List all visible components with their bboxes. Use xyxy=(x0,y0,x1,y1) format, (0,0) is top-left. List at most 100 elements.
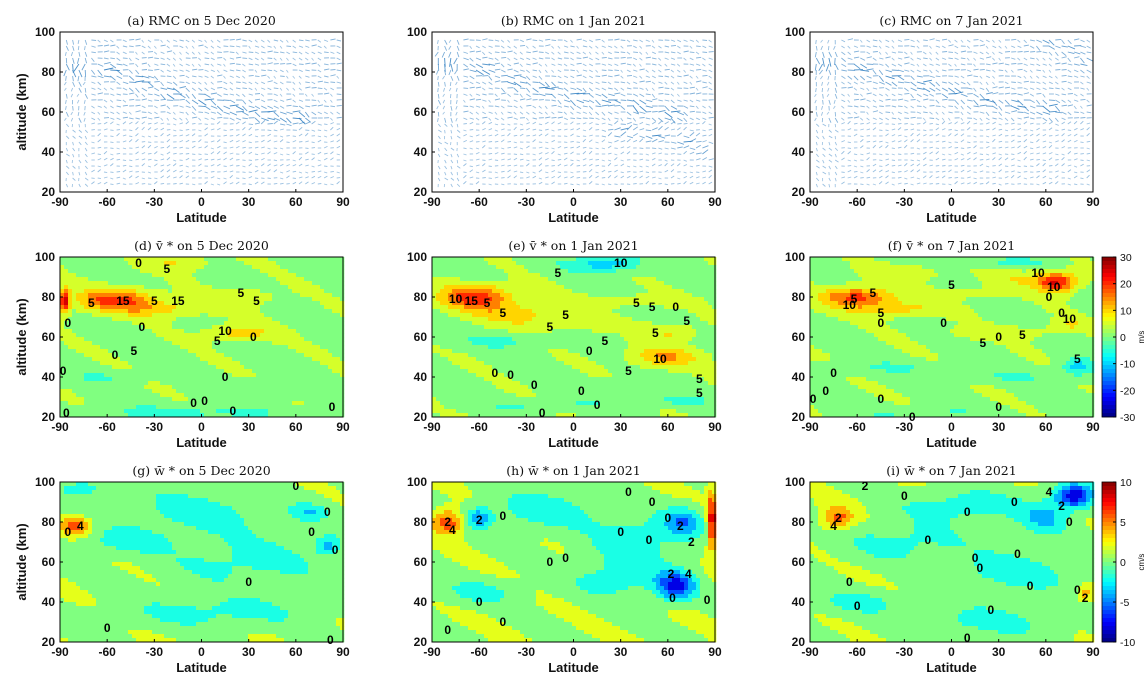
y-tick-label: 80 xyxy=(42,290,56,304)
contour-label: 10 xyxy=(218,324,232,338)
y-tick-label: 80 xyxy=(42,65,56,79)
contour-label: 4 xyxy=(830,519,837,533)
x-tick-label: -30 xyxy=(146,195,164,209)
x-tick-label: 30 xyxy=(614,645,628,659)
contour-label: 5 xyxy=(683,314,690,328)
contour-label: 10 xyxy=(1047,280,1061,294)
x-tick-label: 90 xyxy=(1086,645,1100,659)
panel-title: (e) v̄ * on 1 Jan 2021 xyxy=(508,238,638,253)
colorbar-tick-label: -20 xyxy=(1120,385,1135,397)
x-tick-label: 90 xyxy=(708,420,722,434)
contour-label: 0 xyxy=(222,370,229,384)
y-tick-label: 100 xyxy=(785,250,805,264)
y-tick-label: 20 xyxy=(42,410,56,424)
contour-label: 5 xyxy=(633,296,640,310)
x-tick-label: 90 xyxy=(708,195,722,209)
x-axis-label: Latitude xyxy=(548,210,599,225)
panel-title: (f) v̄ * on 7 Jan 2021 xyxy=(888,238,1015,253)
y-tick-label: 20 xyxy=(42,185,56,199)
y-tick-label: 100 xyxy=(35,475,55,489)
x-tick-label: 90 xyxy=(1086,420,1100,434)
contour-label: 0 xyxy=(664,511,671,525)
x-tick-label: -30 xyxy=(896,195,914,209)
contour-label: 0 xyxy=(987,603,994,617)
colorbar-unit: m/s xyxy=(1137,331,1146,344)
contour-label: 4 xyxy=(77,519,84,533)
contour-label: 2 xyxy=(862,479,869,493)
x-axis-label: Latitude xyxy=(548,660,599,675)
contour-label: 10 xyxy=(1031,266,1045,280)
y-tick-label: 60 xyxy=(42,555,56,569)
panel-a: (a) RMC on 5 Dec 2020 -90 -60 -30 0 30 60 90 20 4… xyxy=(14,13,350,225)
contour-label: 0 xyxy=(594,398,601,412)
contour-label: 5 xyxy=(652,326,659,340)
x-tick-label: 0 xyxy=(198,195,205,209)
x-tick-label: 0 xyxy=(198,645,205,659)
y-axis-label: altitude (km) xyxy=(14,523,29,600)
y-tick-label: 40 xyxy=(414,595,428,609)
x-tick-label: -90 xyxy=(801,645,819,659)
colorbar-colorbar_top: 30 20 10 0 -10 -20 -30 m/s xyxy=(1101,252,1146,424)
contour-label: 4 xyxy=(1046,485,1053,499)
y-tick-label: 100 xyxy=(35,250,55,264)
x-tick-label: 60 xyxy=(1039,420,1053,434)
contour-label: 0 xyxy=(135,256,142,270)
x-tick-label: -90 xyxy=(51,420,69,434)
x-tick-label: 0 xyxy=(948,645,955,659)
contour-label: 10 xyxy=(653,352,667,366)
y-tick-label: 20 xyxy=(792,410,806,424)
contour-label: 2 xyxy=(835,511,842,525)
contour-label: 5 xyxy=(1019,328,1026,342)
contour-label: 0 xyxy=(846,575,853,589)
y-tick-label: 100 xyxy=(785,475,805,489)
contour-label: 0 xyxy=(1058,306,1065,320)
x-tick-label: -30 xyxy=(518,420,536,434)
x-tick-label: 60 xyxy=(1039,645,1053,659)
x-axis-label: Latitude xyxy=(176,435,227,450)
x-tick-label: -30 xyxy=(518,195,536,209)
y-tick-label: 80 xyxy=(414,290,428,304)
panel-b: (b) RMC on 1 Jan 2021 -90 -60 -30 0 30 60 90 20 4… xyxy=(407,13,722,225)
x-axis-label: Latitude xyxy=(926,660,977,675)
contour-fill xyxy=(810,482,1095,643)
contour-label: 5 xyxy=(214,334,221,348)
x-tick-label: -60 xyxy=(470,645,488,659)
x-tick-label: -90 xyxy=(423,420,441,434)
y-tick-label: 60 xyxy=(792,105,806,119)
y-tick-label: 80 xyxy=(792,65,806,79)
contour-label: 0 xyxy=(308,525,315,539)
x-tick-label: 60 xyxy=(1039,195,1053,209)
contour-label: 0 xyxy=(531,378,538,392)
y-tick-label: 40 xyxy=(792,595,806,609)
x-tick-label: 60 xyxy=(661,420,675,434)
contour-label: 0 xyxy=(245,575,252,589)
contour-label: 0 xyxy=(995,400,1002,414)
x-tick-label: -60 xyxy=(470,195,488,209)
colorbar-tick-label: 5 xyxy=(1120,517,1126,529)
y-tick-label: 80 xyxy=(414,65,428,79)
x-tick-label: 0 xyxy=(948,420,955,434)
contour-label: 10 xyxy=(843,298,857,312)
y-tick-label: 100 xyxy=(407,250,427,264)
contour-label: 2 xyxy=(677,519,684,533)
x-tick-label: -90 xyxy=(51,195,69,209)
x-tick-label: 90 xyxy=(336,645,350,659)
x-tick-label: -60 xyxy=(470,420,488,434)
y-tick-label: 40 xyxy=(414,370,428,384)
panel-c: (c) RMC on 7 Jan 2021 -90 -60 -30 0 30 60 90 20 4… xyxy=(785,13,1100,225)
x-axis-label: Latitude xyxy=(926,210,977,225)
contour-label: 0 xyxy=(625,485,632,499)
x-tick-label: -60 xyxy=(98,420,116,434)
contour-label: 0 xyxy=(332,543,339,557)
x-tick-label: 30 xyxy=(242,420,256,434)
contour-label: 10 xyxy=(614,256,628,270)
contour-label: 5 xyxy=(1074,352,1081,366)
x-tick-label: -60 xyxy=(848,195,866,209)
colorbar-tick-label: -10 xyxy=(1120,359,1135,371)
